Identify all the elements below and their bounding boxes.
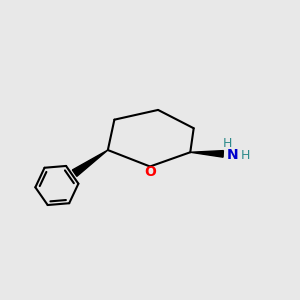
Polygon shape [72, 150, 108, 176]
Text: N: N [227, 148, 238, 162]
Text: H: H [223, 137, 232, 151]
Text: O: O [144, 165, 156, 179]
Polygon shape [190, 151, 224, 157]
Text: H: H [241, 148, 250, 162]
